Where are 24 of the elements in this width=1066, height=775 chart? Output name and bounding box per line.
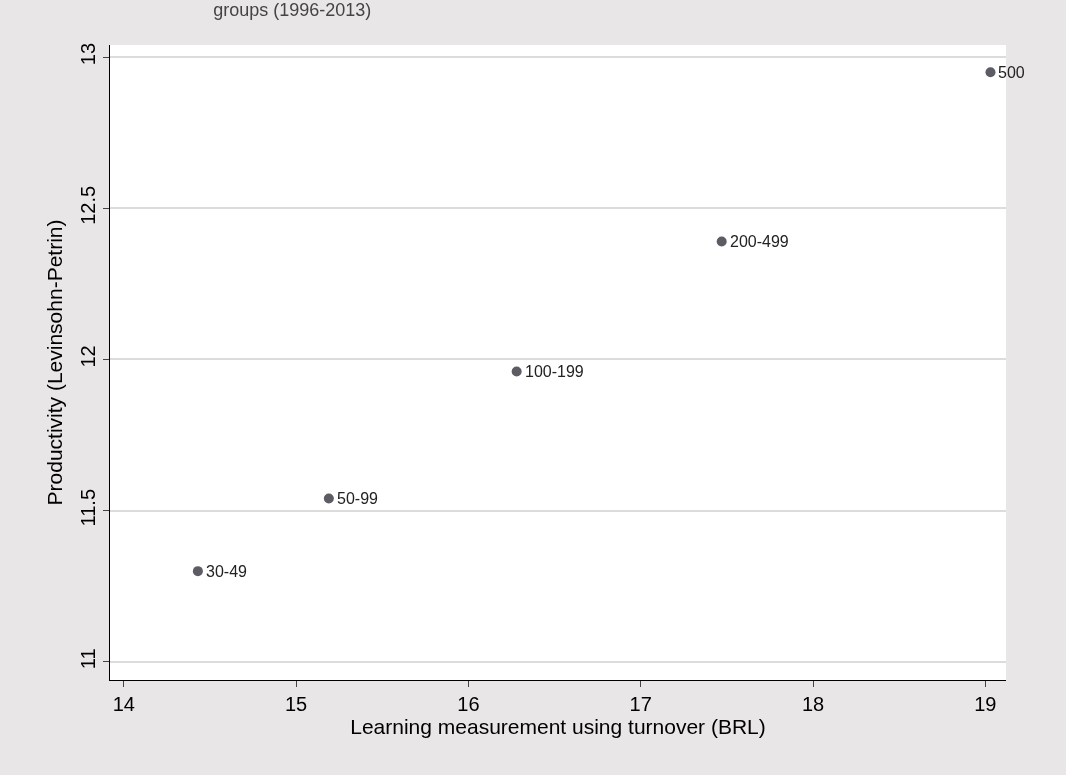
x-axis-title: Learning measurement using turnover (BRL)	[350, 715, 766, 738]
point	[985, 67, 996, 78]
annotation: 30-49	[206, 563, 248, 580]
x-tick-label: 16	[457, 693, 480, 715]
y-tick-label: 12.5	[77, 185, 99, 225]
point	[716, 236, 727, 247]
x-tick-label: 15	[284, 693, 308, 715]
annotation: 50-99	[337, 490, 379, 507]
x-tick-label: 18	[801, 693, 825, 715]
y-axis-title: Productivity (Levinsohn-Petrin)	[43, 219, 67, 506]
y-tick-label: 11	[77, 648, 99, 670]
x-tick-label: 19	[974, 693, 997, 715]
chart-title: groups (1996-2013)	[213, 0, 372, 21]
point	[323, 493, 334, 504]
x-tick-label: 17	[629, 693, 652, 715]
y-tick-label: 12	[77, 345, 99, 368]
annotation: 500	[998, 64, 1025, 81]
y-tick-label: 11.5	[77, 488, 99, 527]
point	[192, 566, 203, 577]
x-tick-label: 14	[112, 693, 135, 715]
y-tick-label: 13	[77, 42, 99, 66]
annotation: 200-499	[730, 233, 789, 250]
point	[511, 366, 522, 377]
annotation: 100-199	[525, 363, 584, 380]
